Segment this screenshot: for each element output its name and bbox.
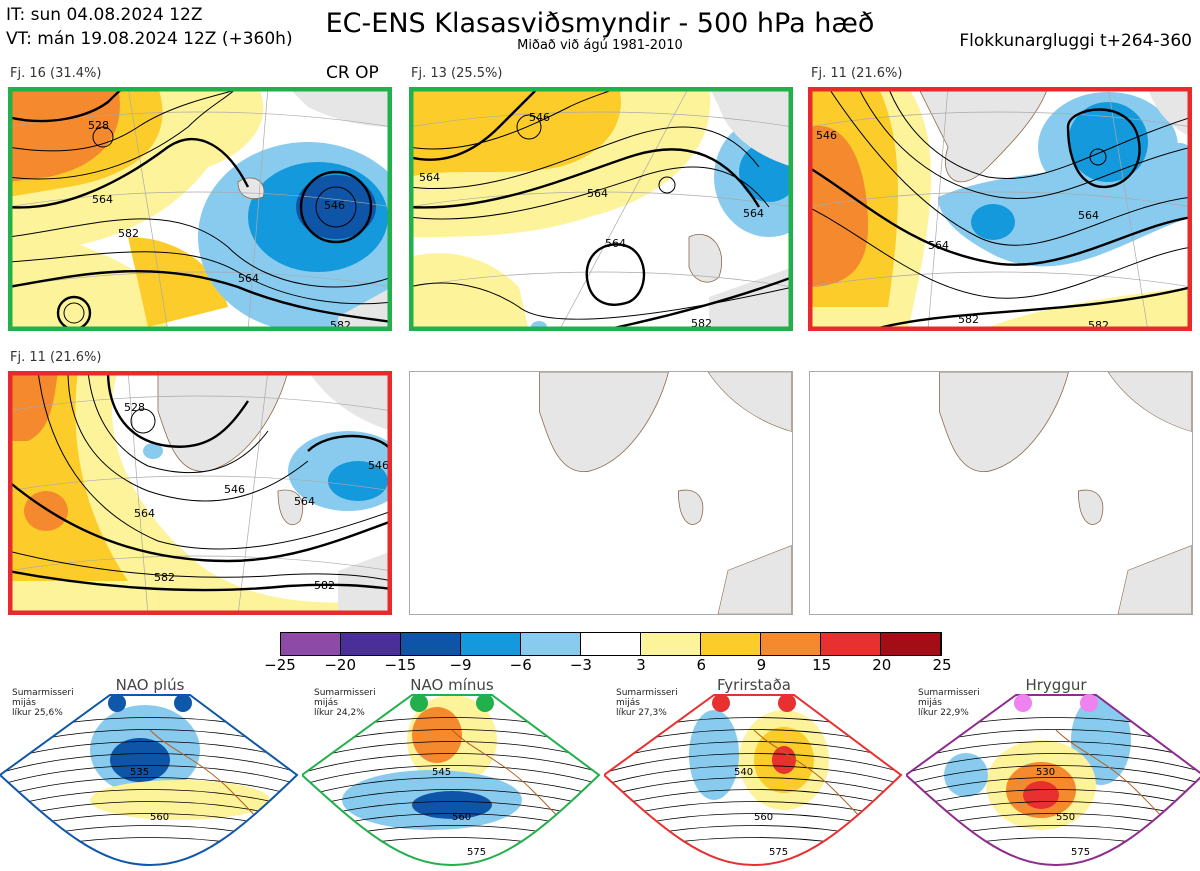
classification-window: Flokkunargluggi t+264-360 bbox=[959, 31, 1192, 51]
regime-marker-dot bbox=[1014, 694, 1032, 712]
regime-contour-label: 560 bbox=[754, 812, 773, 823]
regime-marker-dot bbox=[108, 694, 126, 712]
contour-label: 564 bbox=[419, 171, 440, 184]
control-run-tag: CR OP bbox=[326, 63, 379, 83]
regime-map: 530 550 575 bbox=[906, 694, 1200, 867]
regime-info: Sumarmisseri mijás líkur 25,6% bbox=[12, 688, 74, 718]
panel-border bbox=[409, 87, 793, 331]
regime-contour-label: 560 bbox=[150, 812, 169, 823]
colorbar-tick-label: 15 bbox=[812, 656, 832, 674]
regime-map: 540 560 575 bbox=[604, 694, 903, 867]
contour-label: 528 bbox=[88, 119, 109, 132]
empty-map-6 bbox=[809, 371, 1193, 615]
regime-map: 545 560 575 bbox=[302, 694, 601, 867]
regime-contour-label: 545 bbox=[432, 767, 451, 778]
contour-label: 528 bbox=[124, 401, 145, 414]
regime-info: Sumarmisseri mijás líkur 24,2% bbox=[314, 688, 376, 718]
page-subtitle: Miðað við ágú 1981-2010 bbox=[517, 38, 683, 53]
contour-label: 582 bbox=[314, 579, 335, 592]
valid-time: VT: mán 19.08.2024 12Z (+360h) bbox=[6, 29, 293, 49]
contour-label: 564 bbox=[134, 507, 155, 520]
colorbar-segment bbox=[401, 633, 461, 655]
contour-label: 564 bbox=[238, 272, 259, 285]
regime-marker-dot bbox=[1080, 694, 1098, 712]
regime-contour-label: 550 bbox=[1056, 812, 1075, 823]
contour-label: 546 bbox=[816, 129, 837, 142]
regime-marker-dot bbox=[410, 694, 428, 712]
colorbar-segment bbox=[281, 633, 341, 655]
contour-label: 546 bbox=[224, 483, 245, 496]
colorbar-segment bbox=[461, 633, 521, 655]
panel-border bbox=[808, 87, 1192, 331]
colorbar bbox=[280, 632, 942, 656]
colorbar-tick-label: 6 bbox=[696, 656, 707, 674]
colorbar-tick-label: 20 bbox=[872, 656, 892, 674]
regime-marker-dot bbox=[174, 694, 192, 712]
colorbar-tick-label: −20 bbox=[324, 656, 356, 674]
colorbar-segment bbox=[521, 633, 581, 655]
colorbar-segment bbox=[581, 633, 641, 655]
regime-marker-dot bbox=[476, 694, 494, 712]
panel-label: Fj. 11 (21.6%) bbox=[811, 66, 903, 81]
regime-name: Hryggur bbox=[1025, 676, 1087, 694]
colorbar-tick-label: 9 bbox=[756, 656, 767, 674]
regime-marker-dot bbox=[778, 694, 796, 712]
contour-label: 564 bbox=[1078, 209, 1099, 222]
panel-label: Fj. 13 (25.5%) bbox=[411, 66, 503, 81]
regime-contour-label: 575 bbox=[769, 847, 788, 858]
contour-label: 546 bbox=[529, 111, 550, 124]
contour-label: 564 bbox=[605, 237, 626, 250]
regime-contour-label: 575 bbox=[1071, 847, 1090, 858]
regime-contour-label: 575 bbox=[467, 847, 486, 858]
regime-name: NAO mínus bbox=[410, 676, 494, 694]
contour-label: 564 bbox=[743, 207, 764, 220]
contour-label: 564 bbox=[928, 239, 949, 252]
contour-label: 582 bbox=[958, 313, 979, 326]
page-title: EC-ENS Klasasviðsmyndir - 500 hPa hæð bbox=[325, 8, 875, 39]
regime-info: Sumarmisseri mijás líkur 22,9% bbox=[918, 688, 980, 718]
colorbar-tick-label: 25 bbox=[932, 656, 952, 674]
panel-border bbox=[8, 371, 392, 615]
colorbar-segment bbox=[641, 633, 701, 655]
panel-label: Fj. 11 (21.6%) bbox=[10, 350, 102, 365]
regime-marker-dot bbox=[712, 694, 730, 712]
regime-name: Fyrirstaða bbox=[717, 676, 791, 694]
regime-contour-label: 535 bbox=[130, 767, 149, 778]
colorbar-tick-label: 3 bbox=[636, 656, 646, 674]
regime-map: 535 560 bbox=[0, 694, 299, 867]
regime-name: NAO plús bbox=[115, 676, 185, 694]
cluster-map-1: 528 546 564 582 564 582 bbox=[8, 87, 392, 331]
colorbar-tick-label: −25 bbox=[264, 656, 296, 674]
panel-border bbox=[8, 87, 392, 331]
cluster-map-3: 546 564 564 582 582 bbox=[808, 87, 1192, 331]
empty-map-5 bbox=[409, 371, 793, 615]
regime-info: Sumarmisseri mijás líkur 27,3% bbox=[616, 688, 678, 718]
panel-label: Fj. 16 (31.4%) bbox=[10, 66, 102, 81]
colorbar-tick-label: −15 bbox=[384, 656, 417, 674]
colorbar-segment bbox=[821, 633, 881, 655]
contour-label: 546 bbox=[368, 459, 389, 472]
contour-label: 546 bbox=[324, 199, 345, 212]
colorbar-segment bbox=[701, 633, 761, 655]
init-time: IT: sun 04.08.2024 12Z bbox=[6, 5, 203, 25]
regime-contour-label: 530 bbox=[1036, 767, 1055, 778]
contour-label: 582 bbox=[154, 571, 175, 584]
cluster-map-2: 546 564 564 564 564 582 bbox=[409, 87, 793, 331]
colorbar-tick-label: −6 bbox=[509, 656, 532, 674]
contour-label: 564 bbox=[587, 187, 608, 200]
colorbar-segment bbox=[341, 633, 401, 655]
contour-label: 564 bbox=[294, 495, 315, 508]
colorbar-tick-label: −3 bbox=[569, 656, 592, 674]
regime-contour-label: 540 bbox=[734, 767, 753, 778]
colorbar-tick-label: −9 bbox=[449, 656, 472, 674]
contour-label: 582 bbox=[118, 227, 139, 240]
colorbar-segment bbox=[761, 633, 821, 655]
contour-label: 564 bbox=[92, 193, 113, 206]
regime-contour-label: 560 bbox=[452, 812, 471, 823]
colorbar-segment bbox=[881, 633, 941, 655]
cluster-map-4: 528 546 546 564 564 582 582 bbox=[8, 371, 392, 615]
